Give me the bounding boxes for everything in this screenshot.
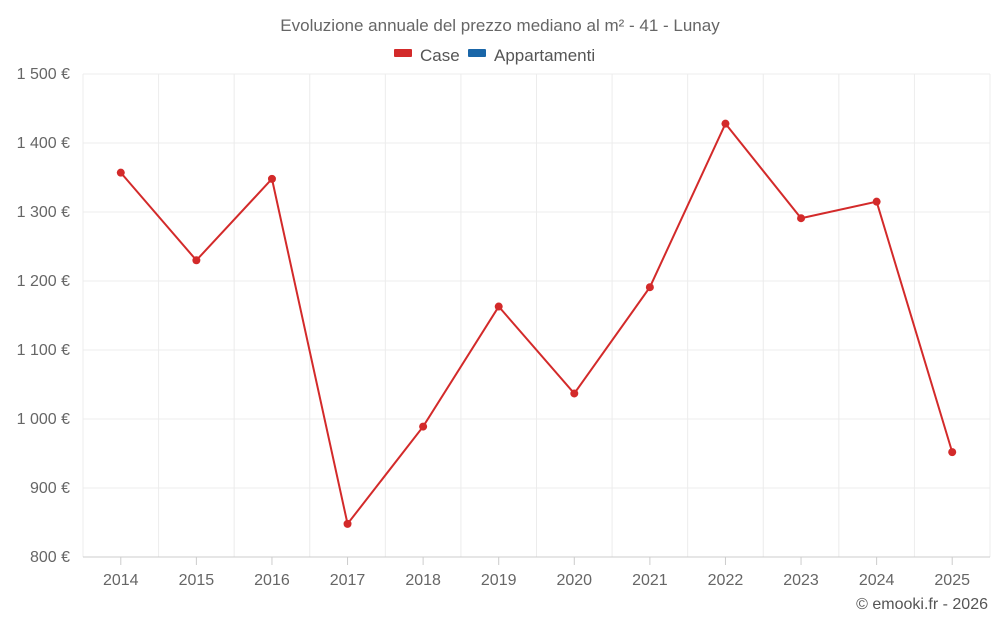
y-tick-label: 1 300 €	[17, 204, 70, 221]
y-tick-label: 900 €	[30, 480, 70, 497]
data-point-2025[interactable]	[948, 448, 957, 457]
legend-swatch-appartamenti	[468, 49, 486, 57]
series-case	[116, 119, 957, 528]
y-tick-label: 800 €	[30, 549, 70, 566]
chart-title: Evoluzione annuale del prezzo mediano al…	[280, 16, 720, 35]
legend-label-case: Case	[420, 46, 460, 65]
data-point-2017[interactable]	[343, 519, 352, 528]
legend-item-case[interactable]: Case	[394, 46, 460, 65]
data-point-2014[interactable]	[116, 168, 125, 177]
x-tick-label: 2018	[405, 572, 441, 589]
data-point-2021[interactable]	[645, 283, 654, 292]
series-line-case	[120, 121, 954, 527]
x-gridlines	[82, 74, 991, 557]
x-tick-label: 2020	[556, 572, 592, 589]
x-tick-label: 2022	[708, 572, 744, 589]
y-tick-label: 1 400 €	[17, 135, 70, 152]
data-point-2016[interactable]	[267, 174, 276, 183]
x-tick-label: 2025	[934, 572, 970, 589]
legend-item-appartamenti[interactable]: Appartamenti	[468, 46, 595, 65]
x-tick-label: 2019	[481, 572, 517, 589]
credits[interactable]: © emooki.fr - 2026	[856, 596, 988, 613]
x-tick-label: 2014	[103, 572, 139, 589]
x-tick-label: 2017	[330, 572, 366, 589]
data-point-2023[interactable]	[797, 214, 806, 223]
x-tick-label: 2021	[632, 572, 668, 589]
y-tick-label: 1 500 €	[17, 66, 70, 83]
y-tick-label: 1 100 €	[17, 342, 70, 359]
x-tick-label: 2024	[859, 572, 895, 589]
y-tick-label: 1 200 €	[17, 273, 70, 290]
legend[interactable]: Case Appartamenti	[394, 46, 595, 65]
data-point-2018[interactable]	[419, 422, 428, 431]
x-tick-label: 2023	[783, 572, 819, 589]
x-tick-label: 2016	[254, 572, 290, 589]
legend-label-appartamenti: Appartamenti	[494, 46, 595, 65]
data-point-2019[interactable]	[494, 302, 503, 311]
data-point-2022[interactable]	[721, 119, 730, 128]
data-point-2024[interactable]	[872, 197, 881, 206]
y-axis-tick-labels: 800 € 900 € 1 000 € 1 100 € 1 200 € 1 300 € 1 …	[17, 66, 70, 566]
data-point-2015[interactable]	[192, 256, 201, 265]
y-tick-label: 1 000 €	[17, 411, 70, 428]
data-point-2020[interactable]	[570, 389, 579, 398]
x-tick-label: 2015	[179, 572, 215, 589]
legend-swatch-case	[394, 49, 412, 57]
x-axis-tick-labels: 2014 2015 2016 2017 2018 2019 2020 2021 2022 2023…	[103, 557, 970, 589]
